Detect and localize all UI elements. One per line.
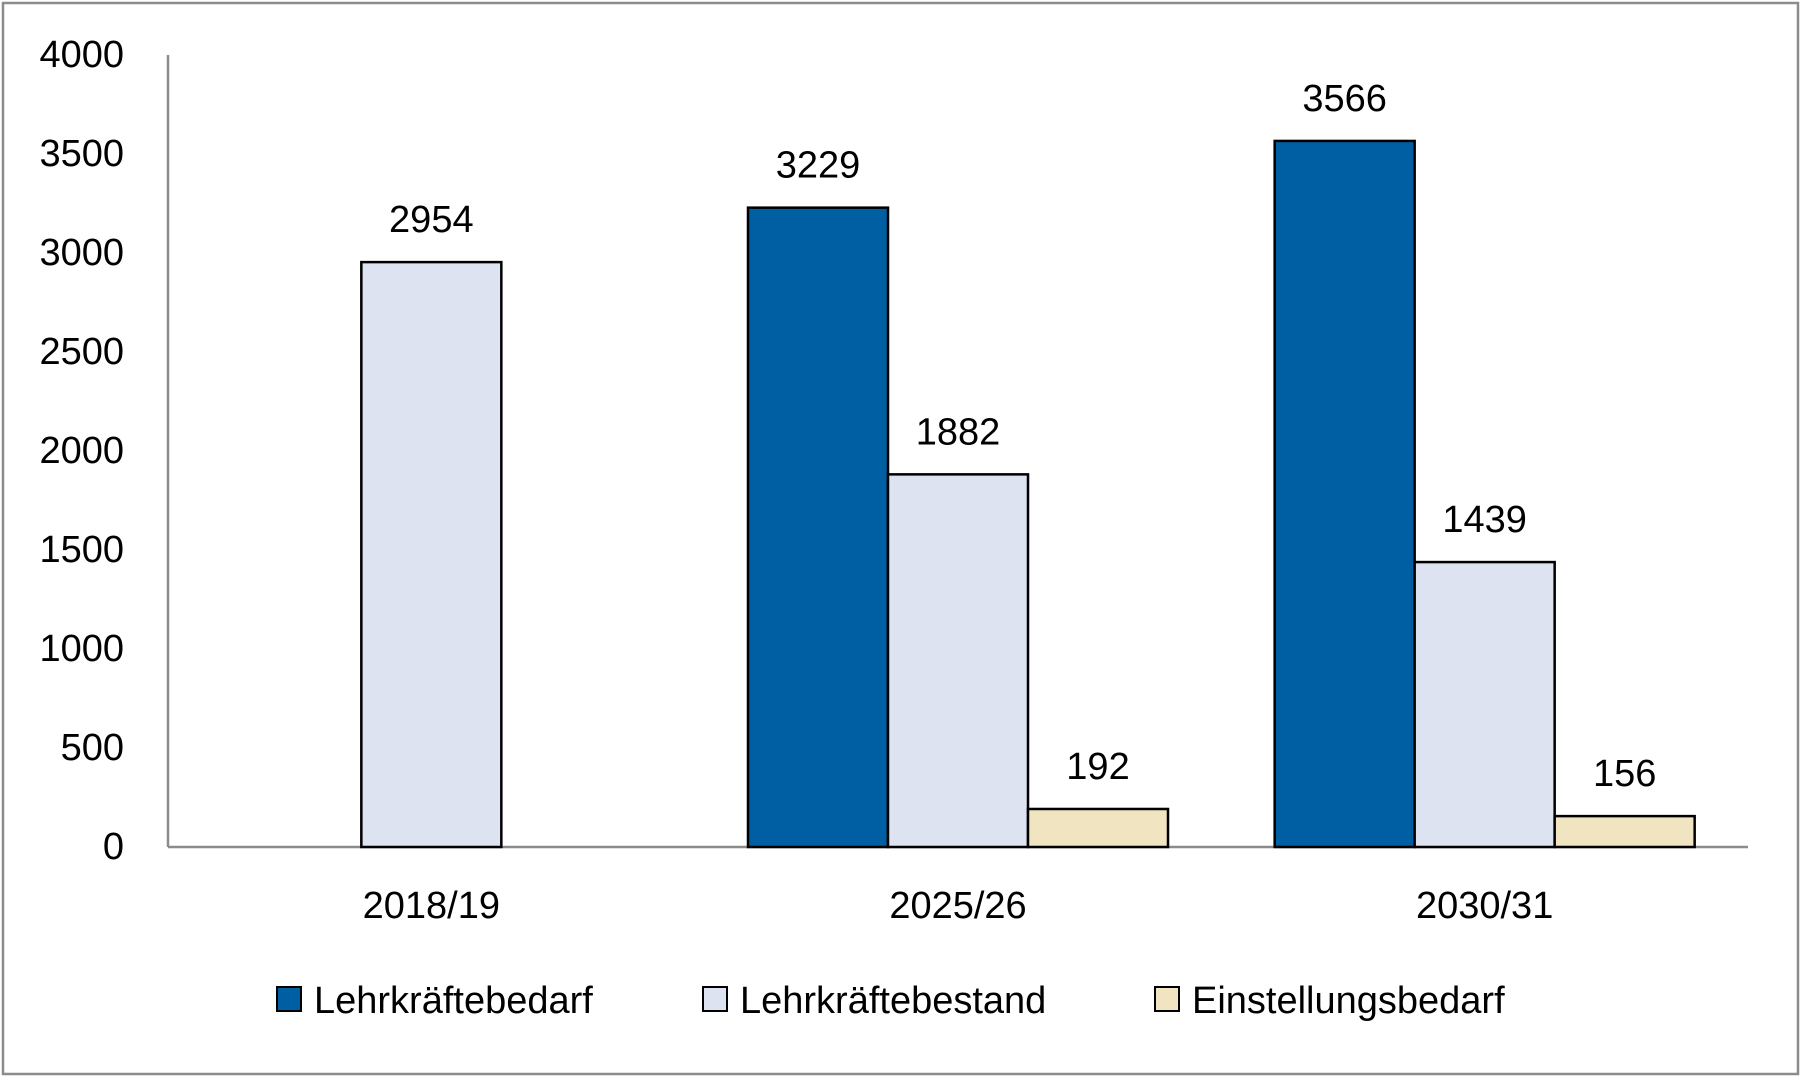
bar-lehrkräftebedarf-2030-31: [1273, 139, 1416, 849]
y-tick-label: 2500: [39, 331, 124, 373]
y-tick-label: 500: [61, 727, 124, 769]
data-label: 3229: [776, 145, 861, 187]
legend: Lehrkräftebedarf Lehrkräftebestand Einstel…: [276, 980, 1505, 1022]
x-tick-label: 2030/31: [1416, 885, 1553, 927]
y-tick-label: 0: [103, 826, 124, 868]
y-tick-label: 1500: [39, 529, 124, 571]
legend-swatch-lehrkräftebestand: [702, 986, 728, 1012]
y-tick-label: 3500: [39, 133, 124, 175]
data-label: 1882: [916, 411, 1001, 453]
y-tick-label: 4000: [39, 34, 124, 76]
bar-einstellungsbedarf-2030-31: [1553, 814, 1696, 849]
data-label: 156: [1593, 753, 1656, 795]
data-label: 1439: [1442, 499, 1527, 541]
legend-label: Lehrkräftebedarf: [314, 980, 593, 1022]
y-tick-label: 1000: [39, 628, 124, 670]
y-tick-label: 2000: [39, 430, 124, 472]
legend-label: Lehrkräftebestand: [740, 980, 1046, 1022]
bar-lehrkräftebestand-2018-19: [360, 260, 503, 849]
data-label: 192: [1066, 746, 1129, 788]
legend-swatch-einstellungsbedarf: [1154, 986, 1180, 1012]
y-axis: 0 500 1000 1500 2000 2500 3000 3500 4000: [39, 34, 170, 868]
legend-swatch-lehrkräftebedarf: [276, 986, 302, 1012]
bar-lehrkräftebedarf-2025-26: [746, 206, 890, 849]
bar-lehrkräftebestand-2030-31: [1413, 560, 1556, 849]
data-label: 2954: [389, 199, 474, 241]
bars: [360, 139, 1696, 849]
x-tick-label: 2018/19: [363, 885, 500, 927]
legend-label: Einstellungsbedarf: [1192, 980, 1505, 1022]
bar-einstellungsbedarf-2025-26: [1026, 807, 1170, 849]
data-labels: 2954 3229 1882 192 3566 1439 156: [389, 78, 1656, 795]
y-tick-label: 3000: [39, 232, 124, 274]
data-label: 3566: [1302, 78, 1387, 120]
bar-lehrkräftebestand-2025-26: [886, 473, 1030, 849]
x-tick-label: 2025/26: [889, 885, 1026, 927]
